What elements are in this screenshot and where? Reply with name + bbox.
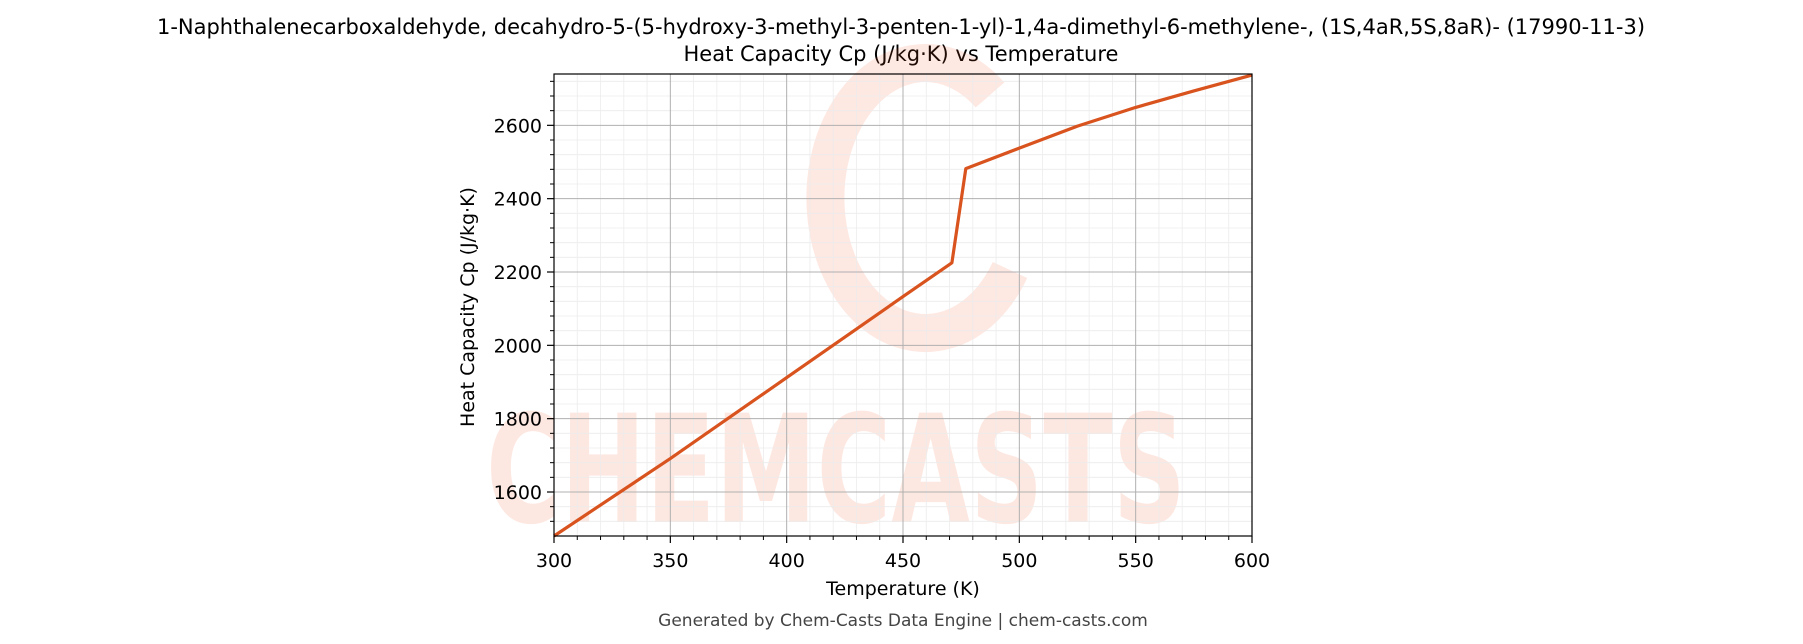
x-axis: 300 350 400 450 500 550 600 [536,536,1270,572]
chart-subtitle: Heat Capacity Cp (J/kg·K) vs Temperature [684,42,1119,66]
watermark-text: CHEMCASTS [486,384,1186,558]
y-tick-label: 2000 [494,335,542,357]
y-tick-label: 1800 [494,409,542,431]
x-tick-label: 550 [1118,550,1154,572]
x-tick-label: 450 [885,550,921,572]
series-line [553,73,1253,538]
y-tick-label: 2600 [494,115,542,137]
x-tick-label: 300 [536,550,572,572]
y-tick-label: 2200 [494,262,542,284]
x-tick-label: 500 [1001,550,1037,572]
y-axis: 1600 1800 2000 2200 2400 2600 [494,80,554,522]
y-tick-label: 1600 [494,482,542,504]
x-tick-label: 400 [769,550,805,572]
y-tick-label: 2400 [494,189,542,211]
x-tick-label: 350 [652,550,688,572]
footer-credit: Generated by Chem-Casts Data Engine | ch… [658,611,1148,631]
y-axis-label: Heat Capacity Cp (J/kg·K) [457,187,479,427]
chart-title: 1-Naphthalenecarboxaldehyde, decahydro-5… [157,15,1645,39]
watermark: CHEMCASTS [486,44,1186,558]
x-tick-label: 600 [1234,550,1270,572]
x-axis-label: Temperature (K) [825,578,980,600]
